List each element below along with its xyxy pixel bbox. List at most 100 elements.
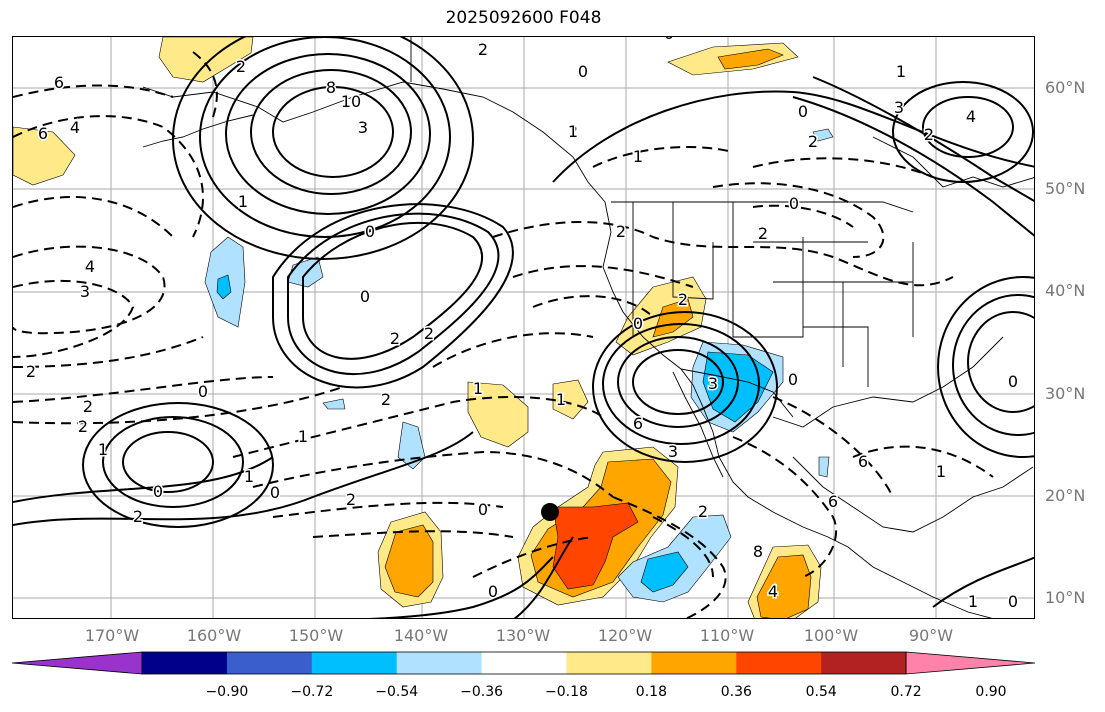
- lat-label-20n: 20°N: [1045, 486, 1086, 505]
- colorbar-segment: [651, 652, 737, 674]
- lon-label-120w: 120°W: [597, 626, 653, 645]
- alaska-coast: [142, 81, 606, 203]
- contour-label: 1: [238, 192, 248, 211]
- anomaly-neg-0.18-tiny: [818, 456, 830, 478]
- contour-label: 0: [788, 370, 798, 389]
- lon-label-100w: 100°W: [803, 626, 859, 645]
- contour-label: 2: [924, 125, 934, 144]
- contour-label: 0: [633, 314, 643, 333]
- lat-label-30n: 30°N: [1045, 384, 1086, 403]
- contour-label: 1: [298, 427, 308, 446]
- anomaly-neg-0.18-d: [322, 398, 346, 410]
- contour-label: 2: [346, 490, 356, 509]
- anomaly-0.36-southeast: [756, 554, 812, 618]
- anomaly-neg-0.36-south: [640, 551, 689, 593]
- contour-label: 1: [968, 592, 978, 611]
- contour-label: 2: [424, 324, 434, 343]
- colorbar-tick-label: −0.36: [460, 684, 504, 700]
- colorbar-segment: [566, 652, 652, 674]
- shading-negative: [204, 128, 834, 603]
- contour-label: 4: [85, 257, 95, 276]
- lon-label-170w: 170°W: [84, 626, 140, 645]
- contour-label: 2: [758, 224, 768, 243]
- anomaly-0.18-nw: [158, 37, 254, 83]
- contour-label: 0: [478, 500, 488, 519]
- colorbar-extend-high: [905, 651, 1036, 675]
- anomaly-0.36-west: [384, 524, 434, 598]
- colorbar-segments: [12, 651, 1036, 675]
- lon-label-160w: 160°W: [186, 626, 242, 645]
- anomaly-0.18-small: [552, 379, 589, 420]
- contour-label: 4: [70, 118, 80, 137]
- colorbar-tick-label: −0.54: [375, 684, 419, 700]
- contour-label: 0: [360, 287, 370, 306]
- colorbar-tick-label: −0.72: [290, 684, 334, 700]
- anomaly-neg-0.36-a: [216, 274, 232, 300]
- contour-label: 0: [789, 194, 799, 213]
- contour-label: 2: [478, 40, 488, 59]
- lat-label-10n: 10°N: [1045, 588, 1086, 607]
- contour-label: 8: [326, 78, 336, 97]
- contour-label: 2: [390, 329, 400, 348]
- graticule: [13, 37, 1034, 618]
- colorbar-segment: [481, 652, 567, 674]
- colorbar-tick-label: 0.54: [805, 684, 837, 700]
- contour-label: 0: [798, 102, 808, 121]
- lon-label-110w: 110°W: [699, 626, 755, 645]
- lat-label-60n: 60°N: [1045, 78, 1086, 97]
- contour-label: 6: [38, 124, 48, 143]
- contour-label: 6: [858, 452, 868, 471]
- contour-label: 2: [83, 397, 93, 416]
- contour-label: 2: [133, 507, 143, 526]
- contour-label: 3: [668, 442, 678, 461]
- contour-label: 1: [479, 40, 489, 59]
- colorbar-tick-label: 0.90: [975, 684, 1007, 700]
- lon-label-130w: 130°W: [495, 626, 551, 645]
- contour-label: 1: [936, 462, 946, 481]
- storm-center-marker: [541, 503, 559, 521]
- contour-label: 2: [678, 290, 688, 309]
- colorbar: [12, 651, 1036, 675]
- contour-label: 4: [768, 582, 778, 601]
- colorbar-segment: [142, 652, 228, 674]
- contour-label: 10: [341, 92, 361, 111]
- contour-label: 0: [1008, 592, 1018, 611]
- contour-label: 2: [698, 502, 708, 521]
- contour-label: 0: [365, 222, 375, 241]
- colorbar-segment: [736, 652, 822, 674]
- colorbar-outline: [141, 651, 907, 675]
- colorbar-segment: [226, 652, 313, 674]
- colorbar-segment: [311, 652, 398, 674]
- anomaly-0.36-north: [717, 48, 784, 70]
- us-canada-border: [611, 201, 914, 213]
- contour-label: 4: [966, 107, 976, 126]
- contour-label: 0: [153, 482, 163, 501]
- contour-label: 0: [270, 483, 280, 502]
- lon-label-90w: 90°W: [908, 626, 954, 645]
- contour-label: 1: [896, 62, 906, 81]
- contour-label: 8: [753, 542, 763, 561]
- lon-label-140w: 140°W: [393, 626, 449, 645]
- contour-label: 6: [633, 414, 643, 433]
- map-title: 2025092600 F048: [445, 8, 602, 28]
- colorbar-segment: [396, 652, 483, 674]
- anomaly-0.54-south-main: [552, 502, 639, 590]
- contours-dashed: [13, 51, 994, 618]
- contour-label: 0: [488, 582, 498, 601]
- colorbar-tick-label: −0.90: [205, 684, 249, 700]
- colorbar-tick-label: 0.36: [720, 684, 752, 700]
- contour-label: 1: [568, 122, 578, 141]
- contour-label: 1: [633, 147, 643, 166]
- contour-label: 2: [381, 390, 391, 409]
- state-lines-2: [803, 242, 914, 387]
- baja-peninsula: [672, 371, 724, 478]
- state-lines-1: [632, 202, 913, 338]
- contour-label: 3: [80, 282, 90, 301]
- coastlines: [142, 37, 1034, 618]
- contour-label: 3: [894, 98, 904, 117]
- lat-label-50n: 50°N: [1045, 179, 1086, 198]
- contour-label: 0: [1008, 372, 1018, 391]
- colorbar-tick-label: 0.18: [635, 684, 667, 700]
